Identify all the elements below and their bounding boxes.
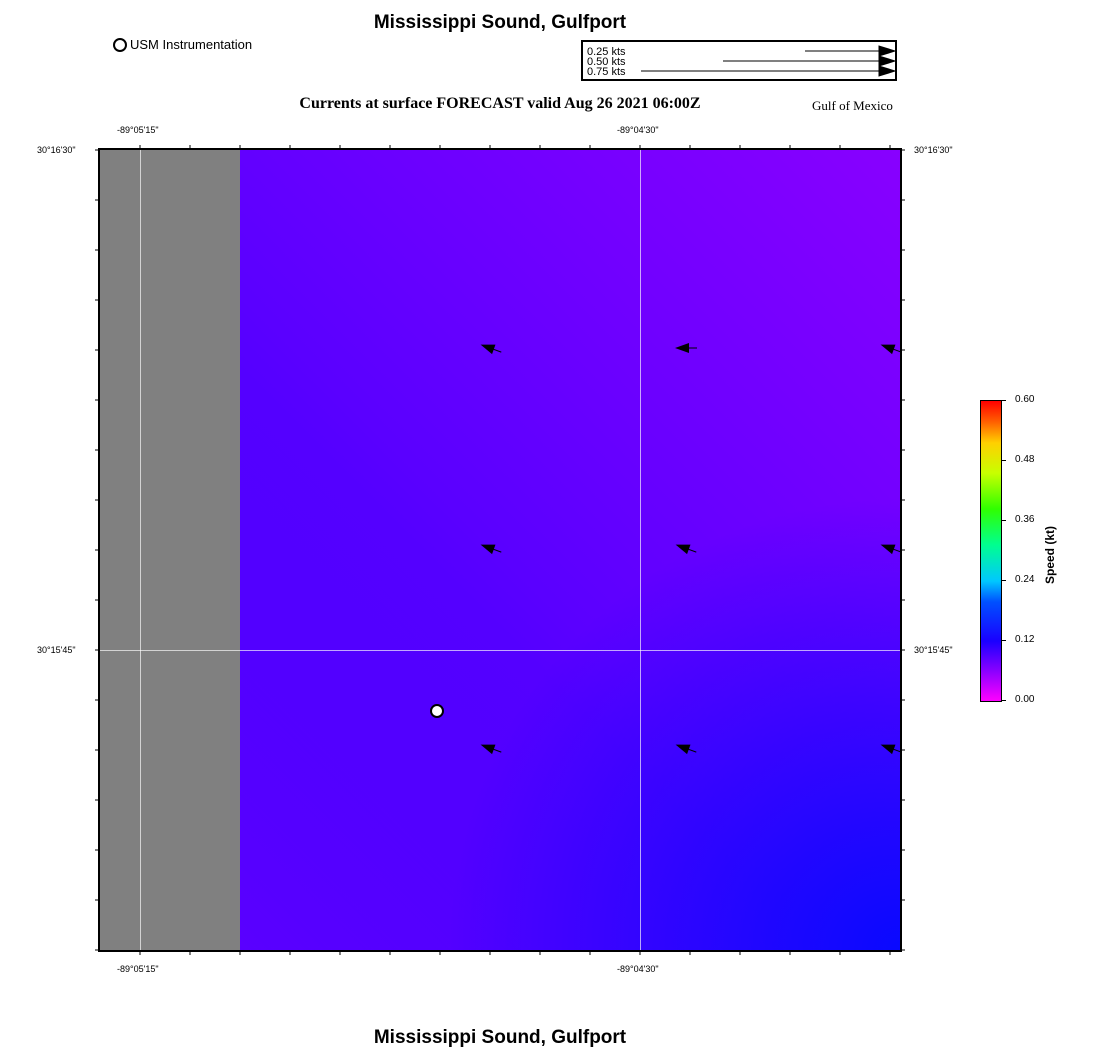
right-y-tick-label: 30°15'45" [914, 645, 953, 655]
current-vector-arrow-icon [480, 344, 502, 355]
gridline-parallel [100, 650, 900, 651]
vector-legend-label: 0.75 kts [587, 66, 626, 78]
current-vector-arrow-icon [880, 744, 900, 755]
colorbar-tick [1001, 520, 1006, 521]
speed-colorbar [980, 400, 1002, 702]
colorbar-tick-label: 0.00 [1015, 694, 1035, 705]
land-mask [100, 150, 240, 950]
vector-scale-legend: 0.25 kts 0.50 kts 0.75 kts [581, 40, 897, 81]
legend-arrow-025-head-icon [878, 45, 895, 57]
right-y-tick-label: 30°16'30" [914, 145, 953, 155]
forecast-subtitle: Currents at surface FORECAST valid Aug 2… [299, 95, 701, 112]
colorbar-tick-label: 0.12 [1015, 634, 1035, 645]
colorbar-tick-label: 0.24 [1015, 574, 1035, 585]
left-y-tick-label: 30°15'45" [37, 645, 76, 655]
current-vector-arrow-icon [880, 544, 900, 555]
colorbar-tick [1001, 640, 1006, 641]
map-area[interactable] [98, 148, 902, 952]
current-vector-arrow-icon [675, 544, 697, 555]
usm-station-marker-icon[interactable] [430, 704, 444, 718]
legend-arrow-050-head-icon [878, 55, 895, 67]
colorbar-tick-label: 0.60 [1015, 394, 1035, 405]
region-label: Gulf of Mexico [812, 98, 893, 113]
bottom-x-tick-label: -89°05'15" [117, 964, 159, 974]
bottom-title: Mississippi Sound, Gulfport [373, 1027, 627, 1048]
colorbar-tick-label: 0.36 [1015, 514, 1035, 525]
vector-legend-label: 0.50 kts [587, 56, 626, 68]
gridline-meridian [140, 150, 141, 950]
colorbar-tick-label: 0.48 [1015, 454, 1035, 465]
colorbar-tick [1001, 700, 1006, 701]
colorbar-tick [1001, 460, 1006, 461]
usm-instrumentation-marker-icon [113, 38, 127, 52]
gridline-meridian [640, 150, 641, 950]
colorbar-tick [1001, 580, 1006, 581]
current-vector-arrow-icon [675, 343, 697, 353]
legend-marker-label: USM Instrumentation [130, 37, 253, 52]
vector-legend-arrows [641, 45, 895, 77]
current-vector-arrow-icon [675, 744, 697, 755]
colorbar-title: Speed (kt) [1043, 525, 1057, 584]
colorbar-tick [1001, 400, 1006, 401]
current-vector-arrow-icon [480, 544, 502, 555]
bottom-x-tick-label: -89°04'30" [617, 964, 659, 974]
top-x-tick-label: -89°05'15" [117, 125, 159, 135]
vector-legend-label: 0.25 kts [587, 46, 626, 58]
top-x-tick-label: -89°04'30" [617, 125, 659, 135]
current-vector-arrow-icon [880, 344, 900, 355]
current-vectors [480, 343, 900, 755]
legend-arrow-075-head-icon [878, 65, 895, 77]
left-y-tick-label: 30°16'30" [37, 145, 76, 155]
map-title: Mississippi Sound, Gulfport [373, 12, 627, 33]
current-vector-arrow-icon [480, 744, 502, 755]
